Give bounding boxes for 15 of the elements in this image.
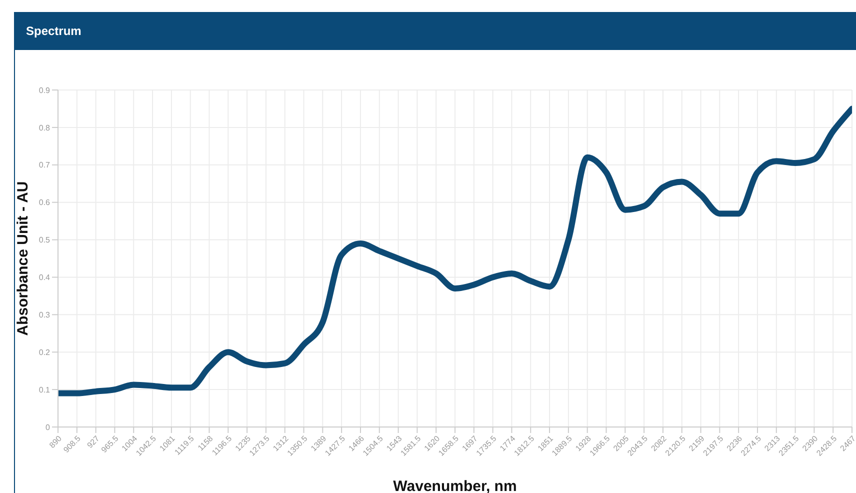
x-axis-title: Wavenumber, nm [393, 478, 517, 493]
chart-title: Spectrum [14, 12, 856, 50]
x-tick-label: 927 [85, 434, 102, 450]
y-tick-label: 0.7 [38, 160, 51, 170]
y-tick-label: 0.1 [38, 385, 51, 394]
y-tick-label: 0.4 [38, 273, 51, 282]
y-tick-label: 0.5 [38, 236, 51, 245]
y-tick-label: 0.6 [38, 198, 51, 208]
y-tick-label: 0.8 [38, 123, 51, 132]
y-axis-title: Absorbance Unit - AU [14, 181, 32, 336]
y-tick-label: 0 [46, 422, 51, 432]
x-tick-label: 890 [48, 434, 64, 450]
y-tick-label: 0.3 [38, 310, 51, 320]
y-tick-label: 0.9 [38, 86, 51, 95]
y-tick-label: 0.2 [38, 348, 51, 357]
